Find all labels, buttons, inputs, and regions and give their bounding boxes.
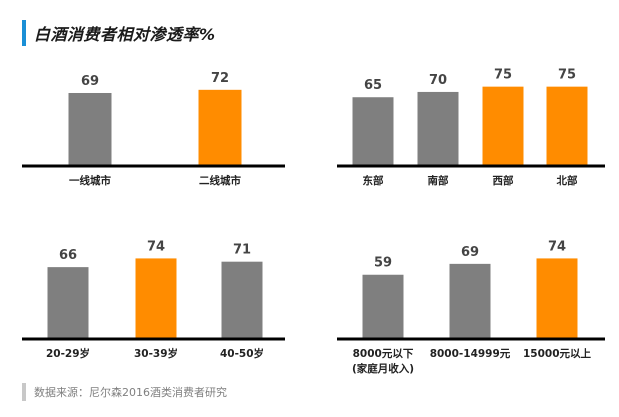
data-label-3-2: 74 <box>147 239 165 254</box>
category-label-1-2: 二线城市 <box>199 174 241 187</box>
bar-1-2 <box>198 89 242 166</box>
data-label-4-3: 74 <box>548 239 566 254</box>
page-title: 白酒消费者相对渗透率% <box>34 25 216 44</box>
bar-1-1 <box>68 92 112 166</box>
chart-panel-2: 65 东部 70 南部 75 西部 75 北部 <box>337 68 605 187</box>
bar-2-1 <box>352 97 394 166</box>
bar-4-1 <box>362 274 404 339</box>
category-label-2-3: 西部 <box>493 174 514 187</box>
category-label-3-2: 30-39岁 <box>134 347 178 360</box>
category-label-4-2: 8000-14999元 <box>430 348 511 360</box>
category-label-1-1: 一线城市 <box>69 174 111 187</box>
category-label-2-1: 东部 <box>363 174 384 187</box>
source-note: 数据来源：尼尔森2016酒类消费者研究 <box>34 386 227 399</box>
category-label-3-3: 40-50岁 <box>220 347 264 360</box>
category-label-4-1: 8000元以下(家庭月收入) <box>352 348 414 375</box>
bar-2-3 <box>482 86 524 166</box>
category-label-3-1: 20-29岁 <box>46 347 90 360</box>
chart-panel-1: 69 一线城市 72 二线城市 <box>22 71 285 187</box>
footer-accent-bar <box>22 383 26 401</box>
chart-panel-3: 66 20-29岁 74 30-39岁 71 40-50岁 <box>22 239 285 360</box>
bar-2-4 <box>546 86 588 166</box>
bar-3-2 <box>135 258 177 339</box>
bar-2-2 <box>417 91 459 166</box>
category-label-4-3: 15000元以上 <box>523 347 592 360</box>
data-label-2-2: 70 <box>429 73 447 88</box>
data-label-1-1: 69 <box>81 74 99 89</box>
data-label-4-1: 59 <box>374 256 392 271</box>
data-label-3-3: 71 <box>233 243 251 258</box>
bar-3-3 <box>221 261 263 339</box>
bar-3-1 <box>47 267 89 339</box>
bar-4-3 <box>536 258 578 339</box>
data-label-2-1: 65 <box>364 78 382 93</box>
category-label-2-4: 北部 <box>557 174 578 187</box>
data-label-2-3: 75 <box>494 68 512 83</box>
category-label-2-2: 南部 <box>428 174 449 187</box>
chart-panel-4: 59 8000元以下(家庭月收入) 69 8000-14999元 74 15000元以上 <box>337 239 605 375</box>
data-label-2-4: 75 <box>558 68 576 83</box>
title-accent-bar <box>22 20 26 46</box>
data-label-1-2: 72 <box>211 71 229 86</box>
data-label-3-1: 66 <box>59 248 77 263</box>
bar-4-2 <box>449 263 491 339</box>
data-label-4-2: 69 <box>461 245 479 260</box>
